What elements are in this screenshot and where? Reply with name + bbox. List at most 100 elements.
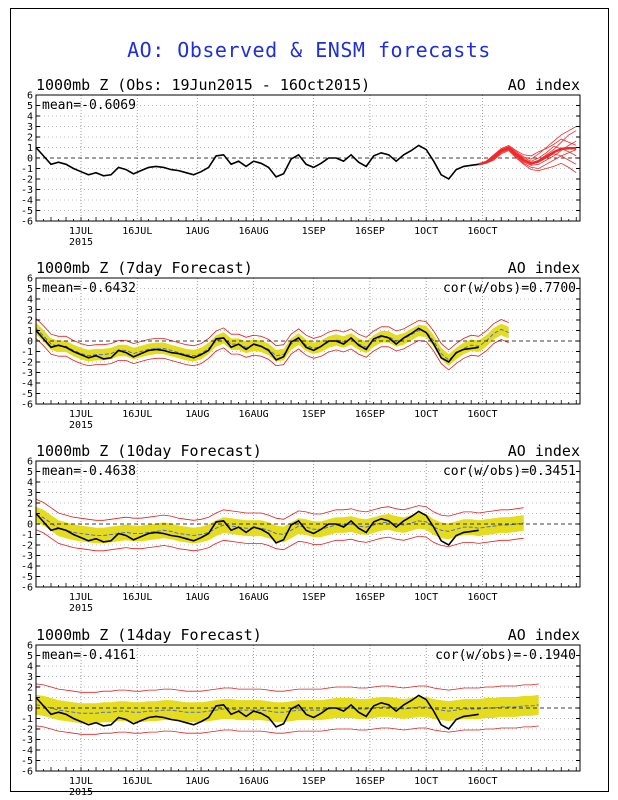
ytick-label-1-1: -5	[21, 206, 33, 217]
ytick-label-4-9: 3	[27, 672, 33, 683]
ytick-label-1-10: 4	[27, 112, 33, 123]
ensemble-member-4	[478, 149, 577, 169]
xtick-sublabel-2-0: 2015	[69, 420, 93, 431]
observed-line-4	[35, 694, 479, 731]
ytick-label-2-2: -4	[21, 379, 33, 390]
ytick-label-4-10: 4	[27, 662, 33, 673]
panel-index-label-2: AO index	[508, 259, 580, 277]
ytick-label-2-9: 3	[27, 305, 33, 316]
ytick-label-3-4: -2	[21, 541, 33, 552]
xtick-label-1-5: 16SEP	[355, 226, 385, 237]
ytick-label-1-4: -2	[21, 175, 33, 186]
ensemble-member-6	[478, 150, 577, 174]
spread-upper-3	[35, 498, 524, 521]
ytick-label-1-0: -6	[21, 217, 33, 228]
ytick-label-2-3: -3	[21, 368, 33, 379]
xtick-label-1-1: 16JUL	[122, 226, 152, 237]
ytick-label-3-12: 6	[27, 457, 33, 468]
ytick-label-2-5: -1	[21, 347, 33, 358]
ytick-label-3-11: 5	[27, 467, 33, 478]
panel-index-label-3: AO index	[508, 442, 580, 460]
ytick-label-1-12: 6	[27, 91, 33, 102]
xtick-label-3-6: 1OCT	[414, 592, 438, 603]
xtick-label-1-3: 16AUG	[239, 226, 269, 237]
ytick-label-4-7: 1	[27, 693, 33, 704]
ytick-label-2-6: 0	[27, 337, 33, 348]
ytick-label-4-5: -1	[21, 714, 33, 725]
mean-label-3: mean=-0.4638	[42, 464, 136, 479]
xtick-label-3-4: 1SEP	[302, 592, 326, 603]
figure-frame	[10, 8, 609, 792]
forecast-band-3	[36, 506, 524, 544]
mean-label-1: mean=-0.6069	[42, 98, 136, 113]
cor-label-4: cor(w/obs)=-0.1940	[435, 648, 576, 663]
ytick-label-3-5: -1	[21, 530, 33, 541]
ytick-label-4-8: 2	[27, 683, 33, 694]
ytick-label-1-6: 0	[27, 154, 33, 165]
xtick-sublabel-1-0: 2015	[69, 237, 93, 248]
ytick-label-3-0: -6	[21, 583, 33, 594]
xtick-label-3-7: 16OCT	[467, 592, 497, 603]
xtick-label-1-0: 1JUL	[69, 226, 93, 237]
cor-label-2: cor(w/obs)=0.7700	[443, 281, 576, 296]
xtick-label-4-7: 16OCT	[467, 776, 497, 787]
ytick-label-4-3: -3	[21, 735, 33, 746]
panel-3	[35, 460, 581, 588]
ytick-label-2-8: 2	[27, 316, 33, 327]
spread-lower-2	[35, 338, 509, 371]
panel-title-2: 1000mb Z (7day Forecast)	[36, 259, 253, 277]
xtick-label-2-6: 1OCT	[414, 409, 438, 420]
ytick-label-1-11: 5	[27, 101, 33, 112]
panel-1	[35, 94, 581, 222]
xtick-label-4-0: 1JUL	[69, 776, 93, 787]
observed-line-1	[35, 144, 479, 181]
xtick-label-3-0: 1JUL	[69, 592, 93, 603]
panel-title-4: 1000mb Z (14day Forecast)	[36, 626, 262, 644]
forecast-mean-2	[35, 328, 509, 361]
ytick-label-1-3: -3	[21, 185, 33, 196]
xtick-label-2-1: 16JUL	[122, 409, 152, 420]
xtick-label-4-5: 16SEP	[355, 776, 385, 787]
ytick-label-2-10: 4	[27, 295, 33, 306]
ytick-label-4-4: -2	[21, 725, 33, 736]
spread-upper-2	[35, 318, 509, 351]
xtick-label-2-7: 16OCT	[467, 409, 497, 420]
spread-lower-3	[35, 529, 524, 552]
panel-index-label-4: AO index	[508, 626, 580, 644]
mean-label-2: mean=-0.6432	[42, 281, 136, 296]
xtick-label-2-4: 1SEP	[302, 409, 326, 420]
ytick-label-4-2: -4	[21, 746, 33, 757]
cor-label-3: cor(w/obs)=0.3451	[443, 464, 576, 479]
forecast-mean-4	[35, 704, 539, 714]
xtick-label-4-3: 16AUG	[239, 776, 269, 787]
xtick-label-4-4: 1SEP	[302, 776, 326, 787]
ytick-label-1-8: 2	[27, 133, 33, 144]
xtick-label-2-0: 1JUL	[69, 409, 93, 420]
ensemble-mean-line	[478, 146, 577, 166]
mean-label-4: mean=-0.4161	[42, 648, 136, 663]
xtick-label-3-5: 16SEP	[355, 592, 385, 603]
xtick-label-4-1: 16JUL	[122, 776, 152, 787]
ytick-label-3-6: 0	[27, 520, 33, 531]
xtick-label-3-3: 16AUG	[239, 592, 269, 603]
ytick-label-2-11: 5	[27, 284, 33, 295]
spread-lower-4	[35, 725, 539, 735]
ytick-label-2-4: -2	[21, 358, 33, 369]
ytick-label-1-7: 1	[27, 143, 33, 154]
xtick-label-1-4: 1SEP	[302, 226, 326, 237]
ytick-label-2-1: -5	[21, 389, 33, 400]
observed-line-2	[35, 327, 479, 364]
ytick-label-2-7: 1	[27, 326, 33, 337]
ytick-label-3-7: 1	[27, 509, 33, 520]
ytick-label-1-9: 3	[27, 122, 33, 133]
panel-4	[35, 644, 581, 772]
observed-line-3	[35, 510, 479, 547]
xtick-label-4-6: 1OCT	[414, 776, 438, 787]
ytick-label-4-12: 6	[27, 641, 33, 652]
forecast-band-2	[36, 322, 509, 366]
ytick-label-3-3: -3	[21, 551, 33, 562]
ytick-label-4-0: -6	[21, 767, 33, 778]
panel-title-1: 1000mb Z (Obs: 19Jun2015 - 16Oct2015)	[36, 76, 370, 94]
xtick-label-4-2: 1AUG	[185, 776, 209, 787]
